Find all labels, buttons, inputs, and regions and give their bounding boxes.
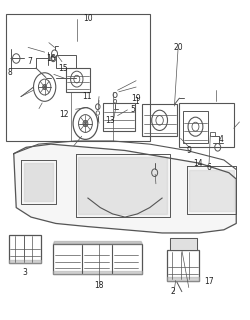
Bar <box>180 103 234 147</box>
Polygon shape <box>14 144 236 233</box>
Polygon shape <box>24 163 53 201</box>
Polygon shape <box>53 242 142 244</box>
Circle shape <box>83 120 88 127</box>
Text: 3: 3 <box>22 268 27 277</box>
Text: 6: 6 <box>206 164 212 172</box>
Polygon shape <box>189 170 234 211</box>
Polygon shape <box>78 157 167 214</box>
Text: 10: 10 <box>83 14 93 23</box>
Bar <box>53 244 142 274</box>
Text: 2: 2 <box>171 287 175 296</box>
Text: 9: 9 <box>187 146 192 155</box>
Text: 12: 12 <box>60 109 69 118</box>
Text: 5: 5 <box>130 105 135 114</box>
Text: 4: 4 <box>219 135 224 144</box>
Bar <box>66 68 90 92</box>
Text: 1: 1 <box>134 97 138 106</box>
Text: 14: 14 <box>193 159 203 168</box>
Circle shape <box>43 84 47 90</box>
Polygon shape <box>9 260 41 263</box>
Text: 19: 19 <box>131 94 141 103</box>
Bar <box>210 132 215 136</box>
Text: 13: 13 <box>105 116 115 125</box>
Text: 15: 15 <box>58 63 68 73</box>
Text: 7: 7 <box>28 57 32 66</box>
Bar <box>6 14 150 141</box>
Bar <box>183 111 208 142</box>
Text: 16: 16 <box>46 54 56 63</box>
Text: 11: 11 <box>82 92 92 101</box>
Polygon shape <box>170 238 197 251</box>
Text: 18: 18 <box>94 281 104 290</box>
Text: 8: 8 <box>8 68 12 77</box>
Bar <box>142 105 177 136</box>
Text: 17: 17 <box>204 277 214 286</box>
Bar <box>167 251 199 281</box>
Bar <box>9 235 41 263</box>
Polygon shape <box>53 271 142 274</box>
Text: 20: 20 <box>173 43 183 52</box>
Bar <box>56 55 76 68</box>
Polygon shape <box>167 277 199 281</box>
Bar <box>103 103 135 132</box>
